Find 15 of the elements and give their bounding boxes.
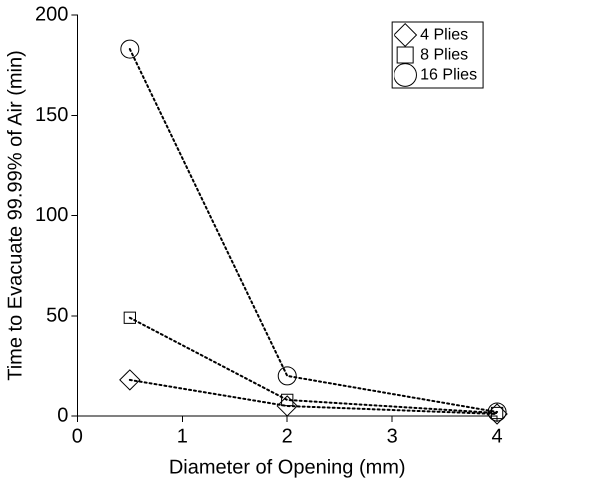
x-tick-label: 4 — [492, 426, 503, 448]
x-tick-label: 2 — [282, 426, 293, 448]
y-tick-label: 150 — [34, 104, 68, 126]
y-tick-label: 0 — [57, 404, 68, 427]
legend-label: 4 Plies — [420, 26, 468, 44]
x-tick-label: 3 — [386, 426, 398, 448]
y-tick-label: 100 — [34, 204, 68, 226]
x-tick-label: 0 — [72, 426, 83, 448]
legend-label: 16 Plies — [420, 66, 478, 84]
y-tick-label: 200 — [34, 4, 68, 26]
y-tick-label: 50 — [46, 304, 68, 326]
x-tick-label: 1 — [176, 426, 188, 448]
x-axis-title: Diameter of Opening (mm) — [168, 456, 406, 479]
y-axis-title: Time to Evacuate 99.99% of Air (min) — [4, 50, 27, 381]
legend-label: 8 Plies — [420, 46, 468, 64]
